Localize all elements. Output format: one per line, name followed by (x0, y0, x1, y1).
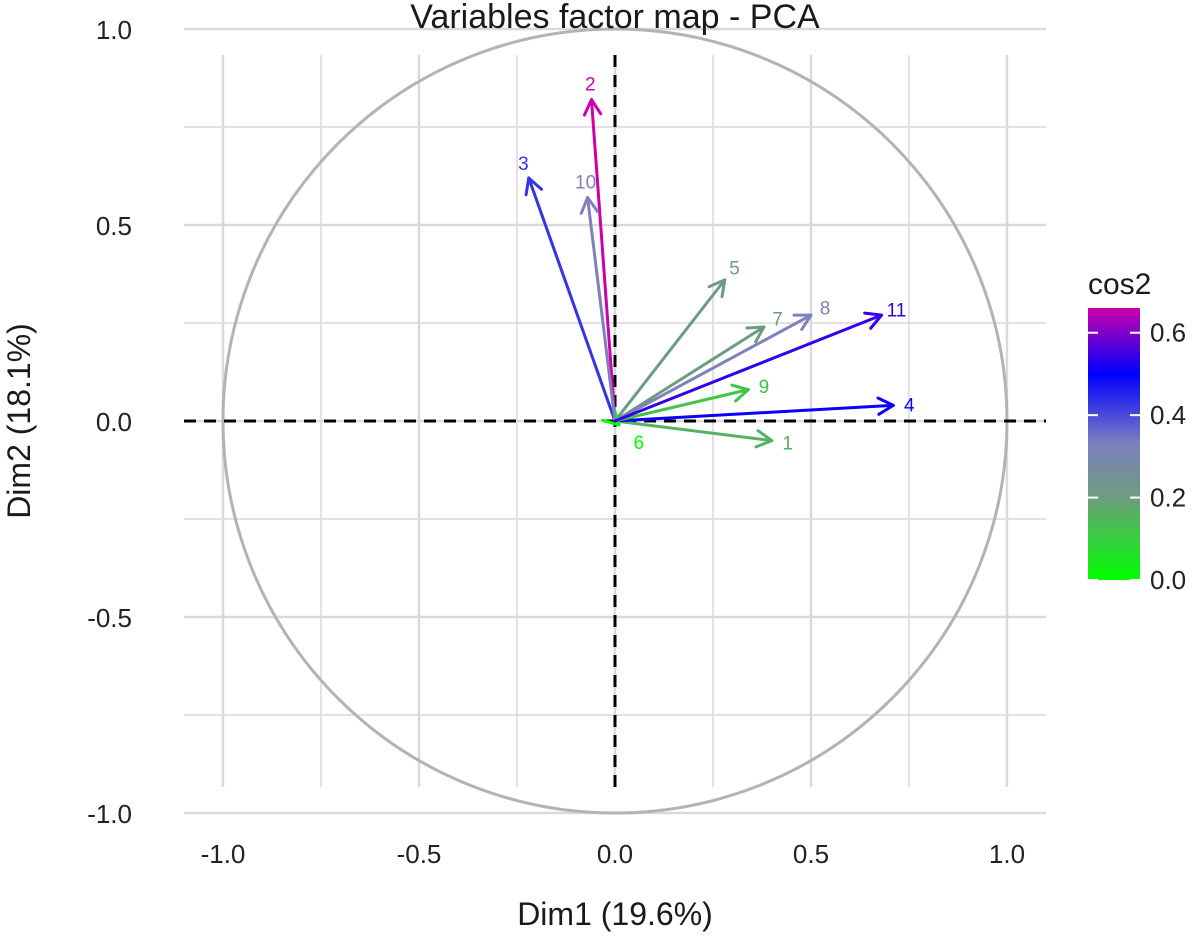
variable-label: 3 (518, 154, 529, 175)
variable-label: 4 (904, 395, 915, 416)
arrow-shaft (527, 176, 617, 423)
y-tick-label: -0.5 (87, 603, 132, 633)
x-tick-label: -1.0 (201, 839, 246, 869)
arrow-head (754, 429, 774, 449)
arrow-shaft (586, 196, 617, 423)
x-tick-label: 0.5 (793, 839, 829, 869)
arrow-shaft (613, 325, 766, 423)
variable-label: 5 (729, 258, 740, 279)
variable-label: 10 (575, 173, 596, 194)
variable-label: 8 (820, 299, 831, 320)
variable-arrow-8: 8 (613, 299, 831, 423)
y-tick-label: 1.0 (96, 15, 132, 45)
arrow-shaft (613, 313, 884, 423)
arrow-head (863, 311, 884, 330)
variable-label: 2 (585, 75, 596, 96)
arrow-shaft (613, 313, 813, 423)
variable-label: 7 (772, 309, 783, 330)
variable-arrow-7: 7 (613, 309, 783, 423)
y-axis-ticks: 1.0 0.5 0.0 -0.5 -1.0 (87, 15, 132, 829)
y-tick-label: 0.0 (96, 407, 132, 437)
variable-label: 1 (782, 434, 793, 455)
arrow-shaft (613, 419, 774, 443)
legend-tick-label: 0.2 (1150, 483, 1186, 513)
x-tick-label: 0.0 (597, 839, 633, 869)
arrow-head (582, 98, 603, 117)
arrow-head (792, 313, 813, 331)
x-axis-ticks: -1.0 -0.5 0.0 0.5 1.0 (201, 839, 1025, 869)
legend-tick-label: 0.4 (1150, 400, 1186, 430)
arrow-head (601, 407, 621, 427)
arrow-shaft (589, 98, 617, 423)
variable-arrow-4: 4 (613, 395, 915, 423)
legend-ticks: 0.6 0.4 0.2 0.0 (1088, 318, 1186, 595)
variable-arrow-5: 5 (613, 258, 740, 423)
variable-arrow-2: 2 (582, 75, 617, 423)
variable-label: 9 (759, 377, 770, 398)
cos2-legend: cos2 0.6 0.4 0.2 0.0 (1088, 268, 1186, 595)
variable-arrows: 1 2 3 4 5 6 7 8 9 10 11 (518, 75, 915, 455)
y-tick-label: 0.5 (96, 211, 132, 241)
variable-arrow-3: 3 (518, 154, 617, 423)
variable-arrow-1: 1 (613, 419, 793, 455)
chart-title: Variables factor map - PCA (410, 0, 820, 36)
y-tick-label: -1.0 (87, 799, 132, 829)
legend-tick-label: 0.6 (1150, 318, 1186, 348)
arrow-head (730, 383, 750, 403)
legend-tick-label: 0.0 (1150, 565, 1186, 595)
arrow-head (579, 196, 599, 215)
legend-title: cos2 (1088, 268, 1151, 301)
variable-label: 11 (887, 300, 907, 321)
arrow-shaft (613, 278, 727, 423)
variable-label: 6 (634, 433, 645, 454)
x-tick-label: -0.5 (397, 839, 442, 869)
arrow-head (524, 176, 543, 197)
arrow-head (876, 396, 895, 416)
arrow-shaft (613, 403, 895, 423)
arrow-shaft (613, 388, 750, 423)
legend-color-bar (1088, 308, 1140, 580)
y-axis-label: Dim2 (18.1%) (1, 323, 37, 519)
variable-arrow-11: 11 (613, 300, 907, 423)
variable-arrow-10: 10 (575, 173, 617, 423)
variable-arrow-9: 9 (613, 377, 770, 423)
arrow-head (707, 278, 727, 299)
x-axis-label: Dim1 (19.6%) (517, 896, 713, 932)
arrow-head (745, 325, 766, 344)
x-tick-label: 1.0 (989, 839, 1025, 869)
